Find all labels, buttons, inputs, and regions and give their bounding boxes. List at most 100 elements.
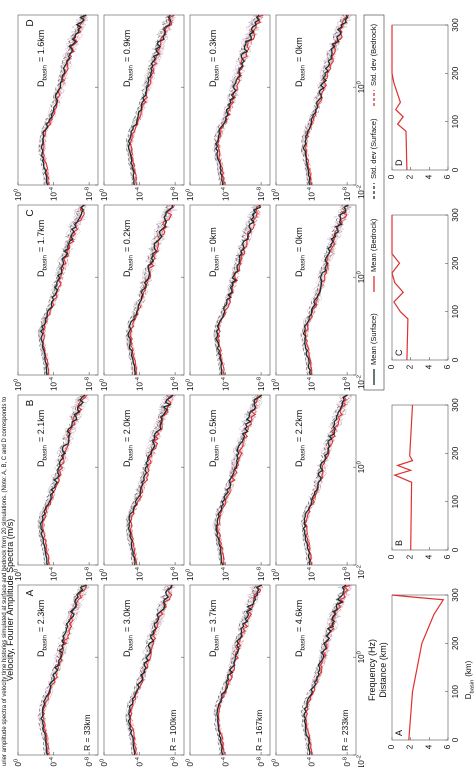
std-trace <box>214 394 258 565</box>
text-part: C <box>25 209 36 216</box>
y-tick-label: 100 <box>271 569 281 581</box>
text-part: 0 <box>387 174 396 179</box>
text-part: (km) <box>464 660 473 676</box>
mean-bedrock <box>42 204 85 376</box>
std-trace <box>301 14 346 186</box>
std-trace <box>38 584 82 756</box>
text-part: D <box>394 159 404 166</box>
mean-surface <box>302 394 348 566</box>
plot-frame <box>17 394 99 566</box>
std-trace <box>218 394 263 566</box>
simulation-trace <box>41 204 87 376</box>
superscript: -8 <box>256 187 262 192</box>
simulation-trace <box>128 584 173 756</box>
text-part: = 0km <box>208 227 218 252</box>
superscript: -8 <box>342 377 348 382</box>
x-tick-label: 100 <box>356 651 366 663</box>
y-tick-label: 10-4 <box>135 186 145 201</box>
superscript: 0 <box>271 189 277 192</box>
simulation-trace <box>303 394 351 566</box>
text-part: 10 <box>343 192 352 201</box>
text-part: D <box>25 19 36 26</box>
distance-label: R = 167km <box>254 710 264 751</box>
text-part: C <box>394 349 404 356</box>
text-part: 10 <box>343 382 352 391</box>
superscript: -4 <box>307 756 313 762</box>
plot-frame <box>103 584 185 756</box>
superscript: 0 <box>356 461 362 464</box>
text-part: 10 <box>308 382 317 391</box>
plot-frame <box>275 584 357 756</box>
plot-frame <box>189 204 271 376</box>
text-part: 200 <box>451 256 460 270</box>
superscript: 0 <box>185 189 191 192</box>
mean-surface <box>216 584 263 756</box>
profile-y-tick-label: 300 <box>451 18 460 32</box>
text-part: 6 <box>443 554 452 559</box>
simulation-trace <box>215 14 262 186</box>
text-part: D <box>122 270 132 277</box>
simulation-trace <box>125 394 174 566</box>
text-part: D <box>208 270 218 277</box>
profile-y-tick-label: 300 <box>451 588 460 602</box>
mean-surface <box>127 204 173 376</box>
text-part: A <box>25 589 36 596</box>
text-part: 10 <box>100 572 109 581</box>
plot-frame <box>17 204 99 376</box>
y-tick-label: 10-8 <box>170 757 180 767</box>
text-part: 10 <box>357 380 366 389</box>
superscript: 0 <box>13 759 19 762</box>
superscript: -8 <box>342 187 348 192</box>
basin-profile <box>391 215 409 361</box>
superscript: -4 <box>307 186 313 192</box>
superscript: 0 <box>99 569 105 572</box>
superscript: -8 <box>256 567 262 572</box>
profile-frame <box>391 214 449 361</box>
plot-frame <box>275 204 357 376</box>
y-tick-label: 10-4 <box>49 376 59 391</box>
text-part: 10 <box>272 382 281 391</box>
superscript: 0 <box>271 569 277 572</box>
text-part: 10 <box>222 572 231 581</box>
simulation-trace <box>39 584 86 756</box>
text-part: = 1.6km <box>36 30 46 62</box>
simulation-trace <box>304 204 349 376</box>
text-part: 300 <box>451 208 460 222</box>
text-part: 10 <box>272 572 281 581</box>
text-part: 0 <box>451 737 460 742</box>
profile-y-tick-label: 300 <box>451 208 460 222</box>
simulation-trace <box>40 394 86 566</box>
text-part: D <box>208 650 218 657</box>
x-tick-label: 100 <box>356 81 366 93</box>
profile-y-tick-label: 200 <box>451 636 460 650</box>
superscript: -2 <box>356 185 362 190</box>
profile-label: C <box>394 349 404 356</box>
text-part: 10 <box>50 572 59 581</box>
basin-depth-label: Dbasin = 2.2km <box>294 410 306 467</box>
simulation-trace <box>303 204 351 376</box>
plot-frame <box>275 394 357 566</box>
panel-label: C <box>25 209 36 216</box>
text-part: 200 <box>451 636 460 650</box>
text-part: Frequency (Hz) <box>367 639 377 701</box>
superscript: -4 <box>221 186 227 192</box>
mean-bedrock <box>129 584 173 756</box>
text-part: = 2.1km <box>36 410 46 442</box>
subscript: basin <box>299 255 306 271</box>
text-part: D <box>208 460 218 467</box>
text-part: 100 <box>451 684 460 698</box>
basin-depth-label: Dbasin = 2.0km <box>122 410 134 467</box>
profile-x-tick-label: 4 <box>424 744 433 749</box>
text-part: Mean (Surface) <box>369 313 378 365</box>
profile-x-tick-label: 6 <box>443 364 452 369</box>
simulation-trace <box>127 204 169 376</box>
x-tick-label: 10-2 <box>356 375 366 389</box>
y-tick-label: 10-8 <box>170 377 180 391</box>
profile-y-tick-label: 100 <box>451 684 460 698</box>
profile-x-tick-label: 4 <box>424 174 433 179</box>
plot-frame <box>17 584 99 756</box>
subscript: basin <box>41 65 48 81</box>
text-part: 10 <box>308 762 317 767</box>
text-part: 10 <box>14 762 23 767</box>
